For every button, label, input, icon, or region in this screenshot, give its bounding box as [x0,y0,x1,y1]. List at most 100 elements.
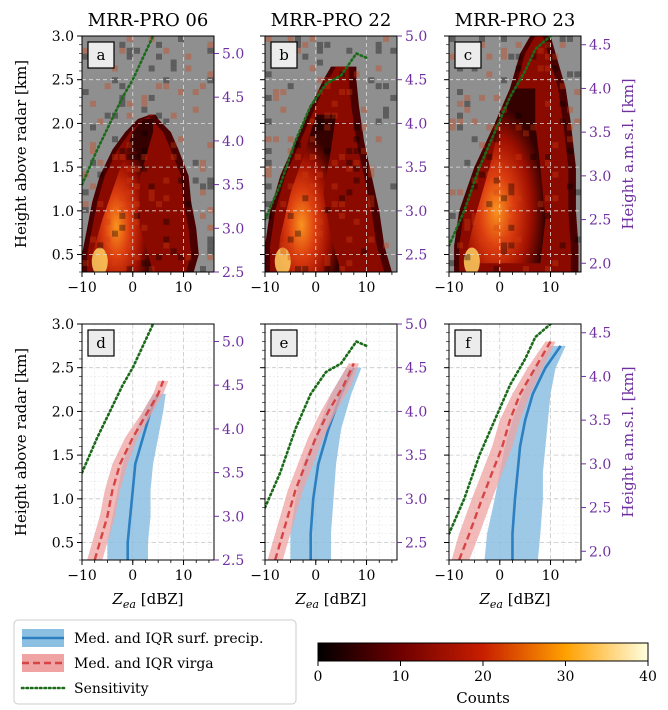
heatmap-cell [265,165,272,172]
legend-label: Med. and IQR virga [74,656,214,672]
heatmap-cell [324,254,331,261]
heatmap-cell [331,201,338,208]
heatmap-cell [530,53,537,60]
heatmap-cell [141,153,148,160]
heatmap-cell [178,136,184,143]
heatmap-cell [141,260,148,267]
heatmap-cell [119,207,126,214]
y2-tick-label: 3.0 [405,492,427,508]
axes-frame [81,323,215,561]
heatmap-cell [552,65,559,72]
heatmap-cell [486,53,493,60]
heatmap-cell [148,94,155,101]
heatmap-cell [273,89,279,96]
colorbar-tick-label: 10 [392,669,410,685]
heatmap-cell [90,100,96,107]
heatmap-cell [383,36,389,42]
y2-tick-label: 2.5 [222,553,244,569]
heatmap-cell [148,65,155,72]
heatmap-cell [302,53,309,60]
heatmap-cell [383,83,389,90]
heatmap-cell [368,201,375,208]
x-axis-label-symbol: Z [111,590,123,608]
heatmap-cell [90,124,96,131]
heatmap-cell [464,218,471,225]
heatmap-cell [287,183,294,190]
y-tick-label: 1.5 [52,160,74,176]
heatmap-cell [515,53,522,60]
legend-entry-surf: Med. and IQR surf. precip. [22,629,263,647]
heatmap-cell [192,89,199,96]
virga-iqr-band [451,341,556,560]
plot-area [82,324,214,560]
heatmap-cell [126,53,133,60]
heatmap-cell [530,124,537,131]
colorbar-label: Counts [456,689,510,707]
y2-tick-label: 2.5 [405,248,427,264]
heatmap-cell [119,153,126,160]
heatmap-cell [265,36,272,42]
heatmap-cell [574,189,581,196]
y-axis-label: Height above radar [km] [12,348,30,536]
y-tick-label: 0.5 [52,248,74,264]
heatmap-cell [207,177,214,184]
colorbar-tick-label: 40 [639,669,657,685]
heatmap-cell [265,201,272,208]
heatmap-cell [471,218,478,225]
y2-tick-label: 4.5 [405,361,427,377]
heatmap-cell [471,212,478,219]
heatmap-cell [156,201,162,208]
heatmap-cell [317,41,323,48]
heatmap-cell [559,36,566,42]
heatmap-cell [104,248,111,255]
heatmap-cell [523,130,529,137]
heatmap-cell [192,106,199,113]
heatmap-cell [346,260,353,267]
heatmap-cell [156,83,162,90]
heatmap-cell [339,201,345,208]
heatmap-cell [501,106,507,113]
heatmap-cell [317,77,323,84]
heatmap-cell [545,159,551,166]
heatmap-cell [368,195,375,202]
heatmap-cell [82,207,89,214]
heatmap-cell [493,165,500,172]
y2-tick-label: 3.0 [222,221,244,237]
heatmap-cell [207,207,214,214]
heatmap-cell [309,65,316,72]
heatmap-cell [207,242,214,249]
heatmap-cell [119,100,126,107]
heatmap-cell [185,201,192,208]
heatmap-cell [119,47,126,54]
heatmap-cell [126,36,133,42]
legend-label: Sensitivity [74,681,149,697]
y-tick-label: 1.0 [52,204,74,220]
heatmap-cell [104,112,111,119]
heatmap-cell [163,83,170,90]
heatmap-cell [375,136,382,143]
heatmap-cell [295,41,301,48]
heatmap-cell [134,218,140,225]
y2-tick-label: 3.0 [589,169,611,185]
y2-tick-label: 2.5 [222,265,244,281]
heatmap-cell [185,53,192,60]
heatmap-cell [295,142,301,149]
heatmap-cell [567,136,573,143]
heatmap-cell [501,36,507,42]
column-title: MRR-PRO 22 [271,10,392,31]
heatmap-cell [207,183,214,190]
heatmap-cell [346,159,353,166]
heatmap-cell [119,83,126,90]
heatmap-cell [317,124,323,131]
heatmap-cell [545,65,551,72]
legend-label: Med. and IQR surf. precip. [74,631,263,647]
heatmap-cell [134,165,140,172]
heatmap-cell [331,112,338,119]
heatmap-cell [479,94,485,101]
heatmap-cell [97,201,104,208]
heatmap-core [275,114,342,272]
heatmap-cell [501,236,507,243]
heatmap-cell [178,89,184,96]
heatmap-cell [331,100,338,107]
